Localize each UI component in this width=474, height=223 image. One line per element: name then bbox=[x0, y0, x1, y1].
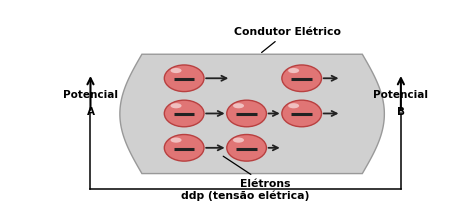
Ellipse shape bbox=[171, 138, 182, 143]
Text: B: B bbox=[397, 107, 405, 118]
Text: A: A bbox=[86, 107, 94, 118]
Ellipse shape bbox=[288, 103, 299, 108]
Ellipse shape bbox=[288, 68, 299, 73]
Ellipse shape bbox=[164, 100, 204, 127]
Ellipse shape bbox=[282, 100, 321, 127]
Ellipse shape bbox=[171, 68, 182, 73]
Ellipse shape bbox=[282, 65, 321, 92]
Text: Potencial: Potencial bbox=[63, 90, 118, 100]
Text: Condutor Elétrico: Condutor Elétrico bbox=[234, 27, 340, 52]
Ellipse shape bbox=[233, 103, 244, 108]
Text: ddp (tensão elétrica): ddp (tensão elétrica) bbox=[182, 191, 310, 201]
Ellipse shape bbox=[171, 103, 182, 108]
Ellipse shape bbox=[164, 134, 204, 161]
Ellipse shape bbox=[233, 138, 244, 143]
Ellipse shape bbox=[227, 134, 266, 161]
Text: Potencial: Potencial bbox=[374, 90, 428, 100]
Polygon shape bbox=[120, 54, 384, 173]
Ellipse shape bbox=[227, 100, 266, 127]
Text: Elétrons: Elétrons bbox=[223, 156, 290, 189]
Ellipse shape bbox=[164, 65, 204, 92]
